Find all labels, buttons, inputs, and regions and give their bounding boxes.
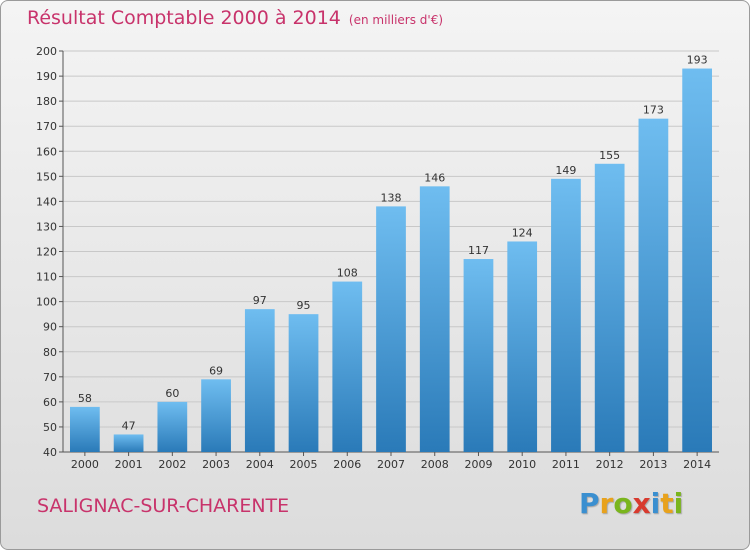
bar xyxy=(638,118,669,452)
logo-letter: x xyxy=(632,487,651,520)
x-tick-label: 2004 xyxy=(246,458,274,471)
bar xyxy=(594,163,625,452)
chart-subtitle: (en milliers d'€) xyxy=(348,13,444,27)
x-tick-label: 2012 xyxy=(596,458,624,471)
data-label: 97 xyxy=(253,294,267,307)
y-tick-label: 180 xyxy=(36,95,57,108)
proxiti-logo: Proxiti xyxy=(579,487,683,520)
y-tick-label: 130 xyxy=(36,220,57,233)
data-label: 60 xyxy=(165,387,179,400)
bar xyxy=(201,379,231,452)
y-tick-label: 190 xyxy=(36,70,57,83)
logo-letter: i xyxy=(673,487,684,520)
bars xyxy=(69,68,713,452)
x-tick-label: 2010 xyxy=(508,458,536,471)
x-tick-label: 2014 xyxy=(683,458,711,471)
logo-letter: t xyxy=(660,487,674,520)
x-tick-label: 2002 xyxy=(158,458,186,471)
bar xyxy=(288,314,319,452)
x-tick-label: 2000 xyxy=(71,458,99,471)
data-label: 95 xyxy=(297,299,311,312)
chart-title: Résultat Comptable 2000 à 2014 (en millie… xyxy=(27,7,443,29)
axes: 40 50 60 70 80 90 100 110 120 130 140 150 160 170 180 1… xyxy=(36,45,719,459)
commune-name: SALIGNAC-SUR-CHARENTE xyxy=(37,495,290,517)
data-label: 146 xyxy=(424,171,445,184)
y-tick-label: 140 xyxy=(36,195,57,208)
y-tick-label: 100 xyxy=(36,296,57,309)
y-tick-label: 170 xyxy=(36,120,57,133)
bar xyxy=(507,241,538,452)
labels: 58 2000 47 2001 60 2002 69 2003 97 2004 95 2005 108 2… xyxy=(71,54,711,471)
data-label: 124 xyxy=(512,226,533,239)
x-tick-label: 2006 xyxy=(333,458,361,471)
y-tick-label: 60 xyxy=(43,396,57,409)
x-tick-label: 2009 xyxy=(464,458,492,471)
data-label: 108 xyxy=(337,267,358,280)
bar xyxy=(682,68,713,452)
data-label: 193 xyxy=(687,54,708,67)
data-label: 47 xyxy=(122,419,136,432)
y-tick-label: 150 xyxy=(36,170,57,183)
bar xyxy=(376,206,406,452)
data-label: 58 xyxy=(78,392,92,405)
y-tick-label: 120 xyxy=(36,246,57,259)
bar xyxy=(157,401,188,452)
y-tick-label: 80 xyxy=(43,346,57,359)
data-label: 149 xyxy=(555,164,576,177)
y-tick-label: 90 xyxy=(43,321,57,334)
x-tick-label: 2013 xyxy=(639,458,667,471)
y-tick-label: 160 xyxy=(36,145,57,158)
data-label: 69 xyxy=(209,364,223,377)
x-tick-label: 2001 xyxy=(115,458,143,471)
title-text: Résultat Comptable 2000 à 2014 xyxy=(27,7,341,29)
y-tick-label: 200 xyxy=(36,45,57,58)
x-tick-label: 2003 xyxy=(202,458,230,471)
x-tick-label: 2007 xyxy=(377,458,405,471)
logo-letter: P xyxy=(579,487,600,520)
data-label: 117 xyxy=(468,244,489,257)
bar xyxy=(551,178,581,452)
bar xyxy=(113,434,144,452)
y-tick-label: 70 xyxy=(43,371,57,384)
bar xyxy=(419,186,450,452)
bar xyxy=(244,309,275,452)
bar xyxy=(332,281,363,452)
logo-letter: r xyxy=(599,487,614,520)
data-label: 138 xyxy=(381,191,402,204)
y-tick-label: 40 xyxy=(43,446,57,459)
y-tick-label: 50 xyxy=(43,421,57,434)
logo-letter: o xyxy=(613,487,633,520)
y-tick-label: 110 xyxy=(36,271,57,284)
logo-letter: i xyxy=(650,487,661,520)
bar xyxy=(69,406,100,452)
x-tick-label: 2011 xyxy=(552,458,580,471)
data-label: 155 xyxy=(599,149,620,162)
data-label: 173 xyxy=(643,104,664,117)
x-tick-label: 2005 xyxy=(290,458,318,471)
bar xyxy=(463,259,494,452)
x-tick-label: 2008 xyxy=(421,458,449,471)
